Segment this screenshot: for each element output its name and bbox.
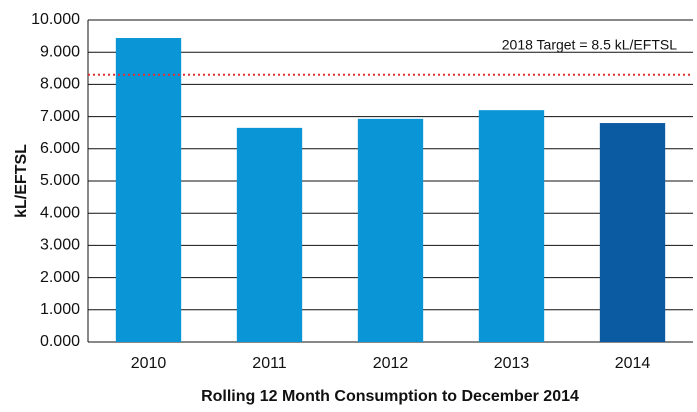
y-tick-label: 10.000 [31,11,80,28]
y-tick-label: 2.000 [40,269,80,286]
bar [115,38,182,342]
x-axis-label: Rolling 12 Month Consumption to December… [201,388,579,405]
x-tick-label: 2010 [131,355,167,372]
target-label: 2018 Target = 8.5 kL/EFTSL [502,37,677,53]
x-tick-label: 2011 [252,355,287,372]
y-tick-label: 0.000 [40,333,80,350]
bar [357,118,424,342]
x-tick-label: 2013 [494,355,530,372]
bar [478,110,545,342]
y-tick-label: 7.000 [40,108,80,125]
y-tick-label: 8.000 [40,76,80,93]
y-tick-label: 6.000 [40,140,80,157]
x-tick-label: 2012 [373,355,409,372]
bar [599,123,666,342]
x-tick-label: 2014 [615,355,651,372]
y-tick-label: 4.000 [40,204,80,221]
y-tick-label: 9.000 [40,43,80,60]
y-axis-label: kL/EFTSL [13,144,30,218]
y-tick-label: 1.000 [40,301,80,318]
bar [236,127,303,343]
y-tick-label: 3.000 [40,237,80,254]
y-tick-label: 5.000 [40,172,80,189]
